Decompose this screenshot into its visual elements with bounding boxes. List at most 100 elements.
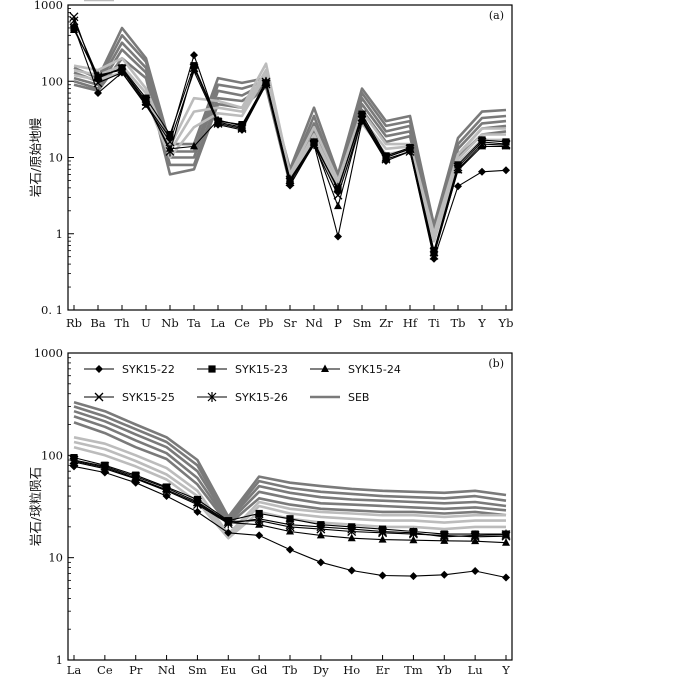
data-point-syk15-26 [470,530,480,541]
x-tick-label: Sm [353,316,372,330]
reference-line-seb [73,401,507,519]
y-tick-label: 10 [48,151,63,165]
data-point-syk15-22 [316,558,325,567]
legend-item: SYK15-23 [197,363,288,376]
data-point-syk15-22 [502,166,510,175]
reference-line-kkth [73,436,506,536]
data-point-syk15-26 [309,139,319,150]
data-point-syk15-26 [405,143,415,154]
y-tick-label: 1000 [34,346,63,360]
x-tick-label: Sr [283,316,297,330]
data-point-syk15-22 [286,545,294,554]
x-tick-label: Y [501,663,510,677]
data-point-syk15-22 [478,167,486,176]
x-tick-label: Ta [187,316,201,330]
data-point-syk15-24 [316,530,325,539]
x-tick-label: Nb [161,316,178,330]
x-tick-label: Tb [450,316,465,330]
data-point-syk15-26 [316,521,326,532]
y-axis-label: 岩石/球粒陨石 [28,467,43,546]
data-point-syk15-26 [347,524,357,535]
data-point-syk15-23 [255,509,263,518]
x-tick-label: Pb [258,316,273,330]
data-point-syk15-26 [357,111,367,122]
x-tick-label: La [67,663,82,677]
legend-marker [207,392,217,402]
x-tick-label: Er [376,663,390,677]
data-point-syk15-26 [285,174,295,185]
legend-label: SYK15-25 [122,391,175,404]
data-point-syk15-24 [70,25,78,34]
y-axis-label: 岩石/原始地幔 [28,117,43,197]
data-point-syk15-26 [477,136,487,147]
data-point-syk15-26 [254,513,264,524]
x-tick-label: Nd [305,316,323,330]
data-point-syk15-26 [93,71,103,82]
y-tick-label: 100 [41,74,63,88]
data-point-syk15-26 [117,63,127,74]
x-tick-label: Lu [468,663,483,677]
data-point-syk15-22 [378,571,387,580]
data-point-syk15-22 [255,531,264,540]
panel-label: (a) [489,9,504,22]
x-tick-label: Sm [188,663,207,677]
data-point-syk15-22 [454,182,462,191]
data-point-syk15-26 [193,499,202,510]
data-point-syk15-26 [285,519,295,530]
legend-item: KKTH [84,0,151,3]
legend-label: KKTH [122,0,151,3]
data-point-syk15-26 [501,139,511,150]
data-point-syk15-26 [333,182,343,193]
data-point-syk15-24 [409,535,418,544]
x-tick-label: Rb [66,316,82,330]
data-point-syk15-24 [190,141,198,150]
data-point-syk15-26 [213,117,223,128]
data-point-syk15-24 [347,533,356,542]
legend-label: SYK15-23 [235,363,288,376]
y-tick-label: 100 [41,448,63,462]
x-tick-label: Tm [404,663,423,677]
data-point-syk15-22 [193,507,202,516]
data-point-syk15-26 [237,122,247,133]
legend-item: SEB [310,391,369,404]
data-point-syk15-22 [347,566,356,575]
data-point-syk15-22 [502,573,510,582]
x-tick-label: Ho [343,663,360,677]
data-point-syk15-26 [189,62,199,73]
data-point-syk15-23 [286,515,294,523]
x-tick-label: Nd [158,663,176,677]
data-point-syk15-26 [409,527,418,538]
x-tick-label: Ti [428,316,440,330]
reference-line-kkth [73,71,506,243]
data-point-syk15-25 [93,78,103,88]
y-tick-label: 10 [48,551,63,565]
data-point-syk15-22 [190,51,198,60]
data-point-syk15-22 [334,232,342,241]
x-tick-label: Ba [90,316,105,330]
legend-item: SYK15-24 [310,363,401,376]
y-tick-label: 1000 [34,0,63,12]
data-point-syk15-26 [162,485,171,496]
legend-marker [95,365,103,373]
legend-label: SYK15-26 [235,391,288,404]
x-tick-label: P [334,316,342,330]
x-tick-label: Dy [313,663,329,677]
x-tick-label: Tb [282,663,297,677]
panel-label: (b) [488,357,504,370]
legend-marker [208,365,216,373]
legend-item: SYK15-22 [84,363,175,376]
x-tick-label: Yb [436,663,452,677]
data-point-syk15-26 [378,526,387,537]
legend-item: SYK15-26 [197,391,288,404]
data-point-syk15-26 [141,96,151,107]
data-point-syk15-25 [165,137,175,147]
legend-item: SYK15-25 [84,391,175,404]
legend-label: SEB [348,391,369,404]
data-point-syk15-26 [100,463,110,474]
reference-line-seb [73,26,507,227]
data-point-syk15-26 [165,146,175,157]
y-tick-label: 0. 1 [41,303,63,317]
x-tick-label: Yb [498,316,514,330]
data-point-syk15-26 [381,152,391,163]
